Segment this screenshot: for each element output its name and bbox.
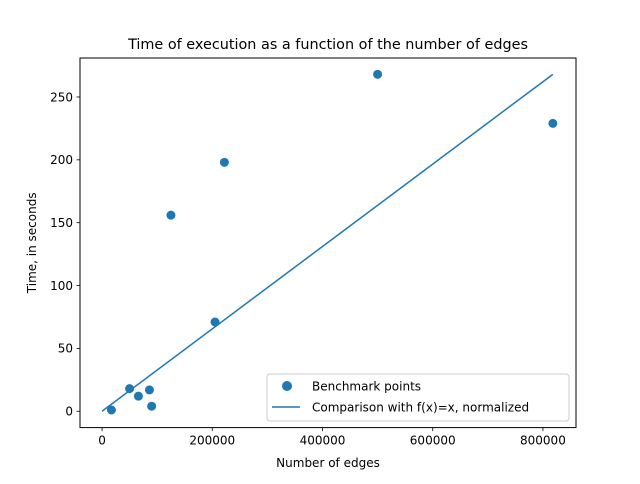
x-tick-label: 600000 xyxy=(410,434,456,448)
chart-title: Time of execution as a function of the n… xyxy=(127,37,528,53)
plot-frame xyxy=(79,57,577,429)
y-tick-label: 100 xyxy=(50,279,73,293)
x-tick-label: 400000 xyxy=(300,434,346,448)
benchmark-point-3 xyxy=(144,385,154,395)
benchmark-point-1 xyxy=(125,384,135,394)
legend-label-comparison: Comparison with f(x)=x, normalized xyxy=(312,401,529,415)
benchmark-point-5 xyxy=(166,210,176,220)
legend-label-benchmark: Benchmark points xyxy=(312,380,421,394)
x-axis: 0 200000 400000 600000 800000 xyxy=(98,427,566,448)
y-axis: 0 50 100 150 200 250 xyxy=(50,90,80,419)
y-tick-label: 250 xyxy=(50,90,73,104)
y-tick-label: 0 xyxy=(65,405,73,419)
x-tick-label: 200000 xyxy=(189,434,235,448)
y-axis-label: Time, in seconds xyxy=(25,192,39,294)
legend-scatter-marker xyxy=(282,381,292,391)
x-axis-label: Number of edges xyxy=(276,456,380,470)
y-tick-label: 200 xyxy=(50,153,73,167)
benchmark-point-2 xyxy=(133,391,143,401)
comparison-line xyxy=(101,73,554,412)
benchmark-point-7 xyxy=(219,157,229,167)
x-tick-label: 800000 xyxy=(520,434,566,448)
benchmark-point-4 xyxy=(147,401,157,411)
benchmark-point-0 xyxy=(106,405,116,415)
legend: Benchmark points Comparison with f(x)=x,… xyxy=(266,373,570,422)
benchmark-point-8 xyxy=(373,69,383,79)
x-tick-label: 0 xyxy=(98,434,106,448)
legend-box xyxy=(266,373,570,422)
y-tick-label: 50 xyxy=(58,342,73,356)
benchmark-point-9 xyxy=(548,118,558,128)
y-tick-label: 150 xyxy=(50,216,73,230)
